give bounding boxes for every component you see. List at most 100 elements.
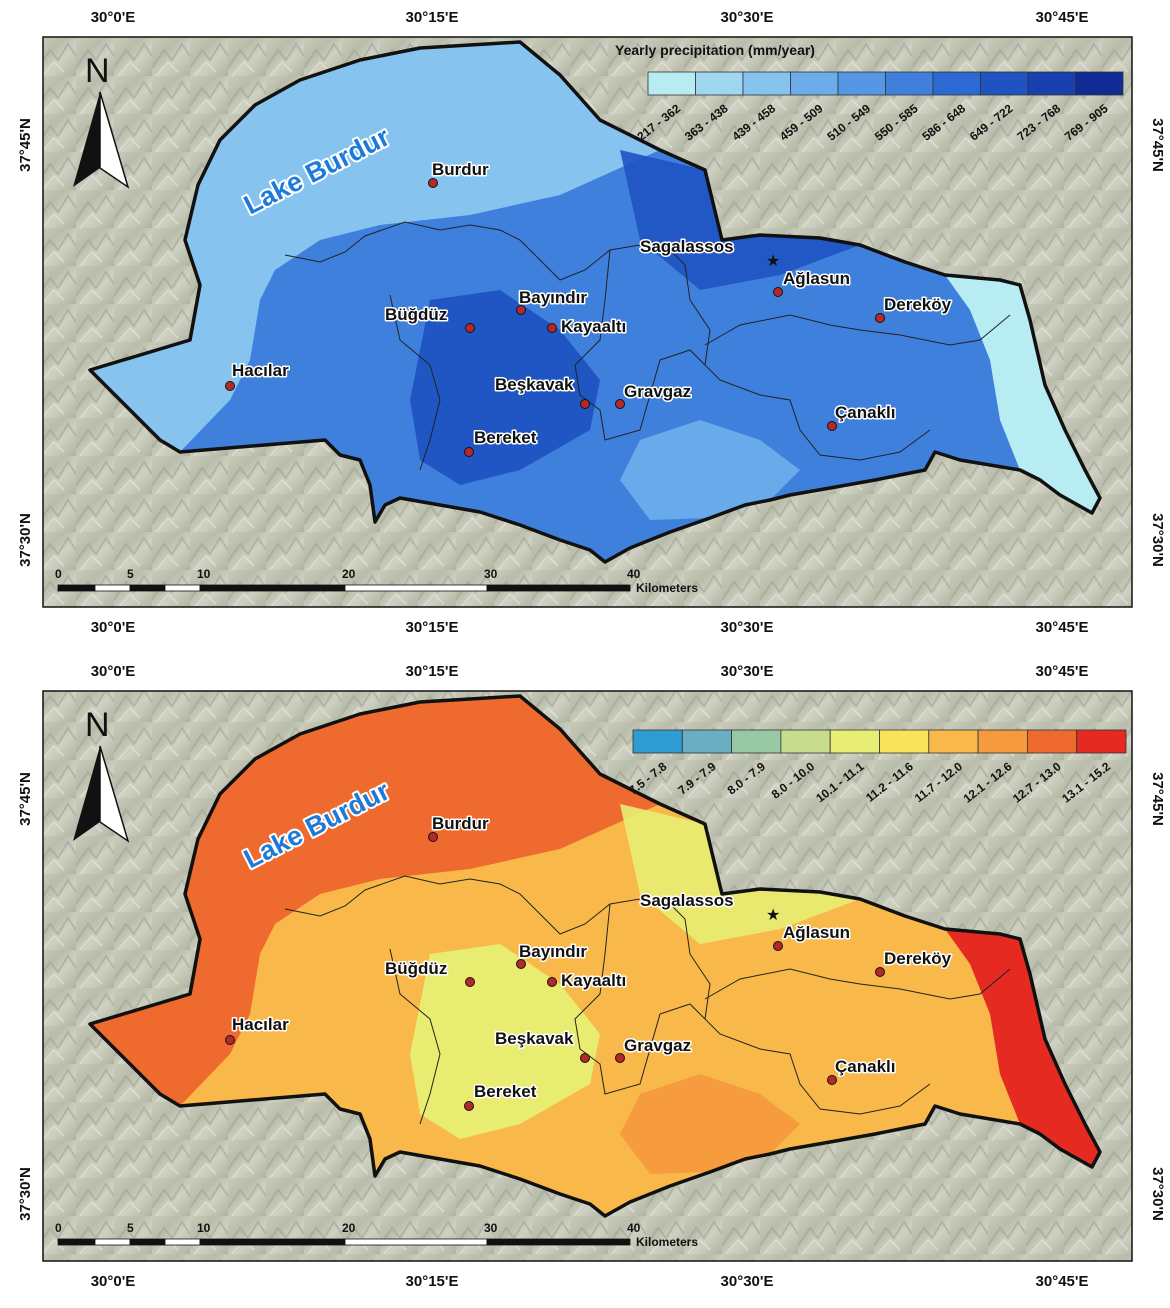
scale-segment	[129, 1238, 166, 1246]
place-label: Bayındır	[519, 942, 587, 961]
legend-swatch	[980, 71, 1029, 96]
place-marker	[827, 421, 837, 431]
place-label: Bereket	[474, 1082, 537, 1101]
scale-tick-label: 30	[484, 1221, 498, 1235]
legend-swatch	[790, 71, 839, 96]
study-area: Lake Burdur Burdur★SagalassosAğlasunDerek…	[88, 694, 1102, 1218]
legend-swatch	[1027, 729, 1078, 754]
place-label: Bereket	[474, 428, 537, 447]
legend-swatch	[977, 729, 1028, 754]
north-arrow-left-icon	[73, 746, 100, 841]
place-label: Bayındır	[519, 288, 587, 307]
latitude-label-right: 37°45'N	[1149, 772, 1166, 826]
place-marker	[464, 1101, 474, 1111]
scale-segment	[164, 1238, 201, 1246]
northeast-zone	[620, 804, 860, 944]
place-marker	[875, 967, 885, 977]
central-zone	[410, 944, 600, 1139]
longitude-label-top: 30°15'E	[406, 663, 459, 680]
north-arrow: N	[73, 52, 130, 189]
longitude-label-top: 30°30'E	[721, 663, 774, 680]
place-marker	[547, 977, 557, 987]
north-arrow-left-icon	[73, 92, 100, 187]
north-arrow-right-icon	[99, 745, 130, 843]
map-panel-precipitation: Lake Burdur Burdur★SagalassosAğlasunDerek…	[17, 9, 1166, 636]
place-label: Dereköy	[884, 295, 952, 314]
place-label: Gravgaz	[624, 1036, 691, 1055]
scale-segment	[57, 1238, 96, 1246]
place-marker	[465, 323, 475, 333]
place-marker	[827, 1075, 837, 1085]
watershed-boundary	[389, 294, 441, 471]
study-area-boundary	[88, 40, 1102, 564]
place-marker	[615, 399, 625, 409]
legend-title: Yearly precipitation (mm/year)	[615, 42, 815, 58]
longitude-label-bottom: 30°45'E	[1036, 1273, 1089, 1290]
longitude-label-bottom: 30°30'E	[721, 1273, 774, 1290]
legend-swatch	[837, 71, 886, 96]
longitude-label-bottom: 30°15'E	[406, 619, 459, 636]
legend-swatch	[928, 729, 979, 754]
northeast-zone	[620, 150, 860, 290]
watershed-boundary	[284, 875, 686, 935]
place-marker	[580, 1053, 590, 1063]
latitude-label-left: 37°30'N	[17, 513, 34, 567]
scale-tick-label: 20	[342, 567, 356, 581]
place-label: Büğdüz	[385, 959, 447, 978]
watershed-boundary	[574, 903, 706, 1095]
map-panel-temperature: Lake Burdur Burdur★SagalassosAğlasunDerek…	[17, 663, 1166, 1290]
lake-basin-zone	[90, 42, 660, 452]
watershed-boundary	[389, 948, 441, 1125]
legend-swatch	[1075, 71, 1124, 96]
study-area: Lake Burdur Burdur★SagalassosAğlasunDerek…	[88, 40, 1102, 564]
legend-swatch	[1076, 729, 1127, 754]
longitude-label-bottom: 30°0'E	[91, 1273, 136, 1290]
watershed-boundary	[284, 221, 686, 281]
central-zone	[410, 290, 600, 485]
place-marker	[516, 959, 526, 969]
longitude-label-bottom: 30°30'E	[721, 619, 774, 636]
watershed-boundary	[574, 249, 706, 441]
latitude-label-right: 37°30'N	[1149, 513, 1166, 567]
place-label: Beşkavak	[495, 375, 574, 394]
place-marker	[464, 447, 474, 457]
place-label: Kayaaltı	[561, 971, 626, 990]
place-label: Gravgaz	[624, 382, 691, 401]
scale-unit-label: Kilometers	[636, 1235, 698, 1249]
scale-tick-label: 10	[197, 567, 211, 581]
watershed-boundary	[684, 264, 931, 461]
place-label: Çanaklı	[835, 403, 895, 422]
scale-segment	[94, 584, 131, 592]
study-area-boundary	[88, 694, 1102, 1218]
scale-tick-label: 40	[627, 1221, 641, 1235]
place-marker	[773, 941, 783, 951]
place-label: Hacılar	[232, 361, 289, 380]
south-zone	[620, 420, 800, 520]
scale-tick-label: 20	[342, 1221, 356, 1235]
longitude-label-top: 30°0'E	[91, 663, 136, 680]
latitude-label-right: 37°45'N	[1149, 118, 1166, 172]
place-label: Burdur	[432, 160, 489, 179]
place-label: Burdur	[432, 814, 489, 833]
place-marker	[547, 323, 557, 333]
scale-tick-label: 5	[127, 1221, 134, 1235]
place-label: Hacılar	[232, 1015, 289, 1034]
place-marker	[428, 178, 438, 188]
legend-swatch	[885, 71, 934, 96]
place-marker	[225, 1035, 235, 1045]
scale-tick-label: 10	[197, 1221, 211, 1235]
place-marker	[516, 305, 526, 315]
place-label: Beşkavak	[495, 1029, 574, 1048]
place-label: Sagalassos	[640, 891, 734, 910]
legend-swatch	[1027, 71, 1076, 96]
place-label: Büğdüz	[385, 305, 447, 324]
legend-swatch	[695, 71, 744, 96]
place-marker	[773, 287, 783, 297]
place-label: Çanaklı	[835, 1057, 895, 1076]
north-label: N	[85, 52, 110, 90]
legend-swatch	[879, 729, 930, 754]
scale-segment	[164, 584, 201, 592]
